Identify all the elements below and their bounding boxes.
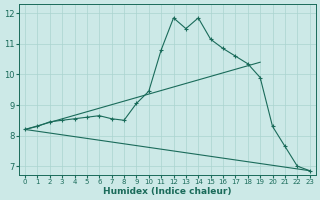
X-axis label: Humidex (Indice chaleur): Humidex (Indice chaleur) [103,187,232,196]
